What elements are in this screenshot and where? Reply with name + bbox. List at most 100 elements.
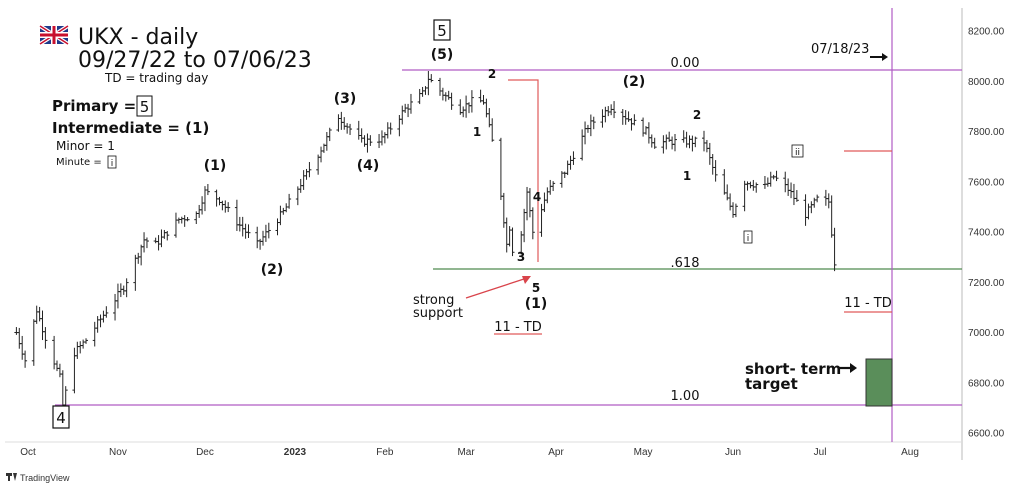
arrow-right-icon (838, 363, 857, 373)
price-bar (461, 106, 466, 118)
x-tick-label: Mar (457, 447, 475, 458)
wave-1-dec: (1) (204, 158, 227, 174)
y-axis-ticks: 6600.00 6800.00 7000.00 7200.00 7400.00 7600.… (968, 27, 1005, 440)
x-tick-label: Nov (109, 447, 127, 458)
x-tick-label: Feb (376, 447, 394, 458)
price-bar (124, 278, 129, 298)
y-tick-label: 7600.00 (968, 177, 1005, 188)
price-bar (774, 170, 779, 182)
price-bar (823, 189, 828, 206)
y-tick-label: 7800.00 (968, 127, 1005, 138)
primary-5-label: 5 (437, 22, 447, 40)
price-bar (336, 114, 341, 132)
price-bar (156, 235, 161, 251)
support-arrowhead (522, 276, 531, 284)
price-bar (339, 111, 344, 130)
price-bar (786, 178, 791, 196)
price-bar (278, 205, 283, 226)
price-bar (98, 314, 103, 328)
price-bar (469, 90, 474, 113)
x-tick-label: Apr (548, 447, 564, 458)
chart-title: UKX - daily (78, 25, 198, 50)
price-bar (565, 160, 570, 176)
price-bar (588, 114, 593, 137)
wave-5-feb: (5) (431, 47, 454, 63)
fib-100-label: 1.00 (671, 389, 700, 404)
price-bar (551, 181, 556, 192)
price-bar (136, 252, 141, 264)
price-bar (261, 230, 266, 246)
y-tick-label: 7200.00 (968, 278, 1005, 289)
price-bar (507, 226, 512, 247)
price-bar (237, 216, 242, 232)
price-bar (75, 341, 80, 359)
minute-i-label: i (747, 234, 750, 244)
price-bar (545, 187, 550, 204)
primary-4-box (52, 405, 70, 429)
x-tick-label: Jul (814, 447, 827, 458)
price-bar (670, 136, 675, 150)
legend-minute-box (107, 155, 117, 169)
price-bar (661, 135, 666, 154)
chart-subtitle: 09/27/22 to 07/06/23 (78, 48, 312, 73)
price-bar (603, 106, 608, 123)
price-bar (365, 133, 370, 153)
price-bar (397, 115, 402, 137)
price-bar (522, 208, 527, 243)
price-bar (464, 95, 469, 118)
td-label-2: 11 - TD (844, 296, 891, 311)
x-tick-label: Oct (20, 447, 36, 458)
price-bar (791, 183, 796, 206)
price-bar (629, 118, 634, 131)
price-bar (826, 193, 831, 209)
price-bar (484, 98, 489, 118)
price-bar (400, 105, 405, 125)
price-bar (687, 135, 692, 149)
minute-i-box (743, 230, 753, 244)
price-bar (226, 202, 231, 213)
price-bar (379, 130, 384, 146)
primary-5-box (433, 19, 451, 41)
price-bar (649, 134, 654, 148)
legend-primary-val: 5 (140, 98, 150, 116)
minor-1-mar: 1 (473, 125, 481, 139)
y-tick-label: 7400.00 (968, 228, 1005, 239)
price-bar (429, 74, 434, 83)
price-bar (710, 154, 715, 175)
price-bar (606, 106, 611, 117)
price-bar (377, 133, 382, 149)
price-bar (704, 139, 709, 153)
price-bar (217, 196, 222, 206)
price-bar (829, 195, 834, 238)
price-bar (324, 131, 329, 151)
legend-minor: Minor = 1 (56, 139, 115, 153)
interm-1-mar: (1) (525, 296, 548, 312)
minor-4-mar: 4 (533, 190, 541, 204)
price-bar (812, 197, 817, 208)
price-bar (255, 226, 260, 249)
price-bar (60, 370, 65, 408)
price-bar (81, 339, 86, 349)
price-bar (144, 237, 149, 249)
price-bar (356, 120, 361, 140)
price-bar (423, 86, 428, 95)
price-bar (490, 118, 495, 142)
price-bar (327, 127, 332, 142)
price-bar (612, 101, 617, 119)
y-tick-label: 6800.00 (968, 378, 1005, 389)
minute-ii-box (791, 144, 804, 158)
price-bar (748, 181, 753, 189)
price-bar (104, 306, 109, 318)
strong-support-line1: strong (413, 293, 454, 308)
price-bar (559, 171, 564, 188)
price-bar (548, 179, 553, 195)
price-bar (426, 71, 431, 96)
y-tick-label: 8200.00 (968, 27, 1005, 38)
price-bar (591, 116, 596, 130)
price-bar (275, 218, 280, 236)
arrow-right-icon (870, 53, 888, 61)
price-bar (652, 137, 657, 149)
price-bar (832, 227, 837, 272)
price-bar (20, 335, 25, 360)
price-bar (139, 244, 144, 266)
